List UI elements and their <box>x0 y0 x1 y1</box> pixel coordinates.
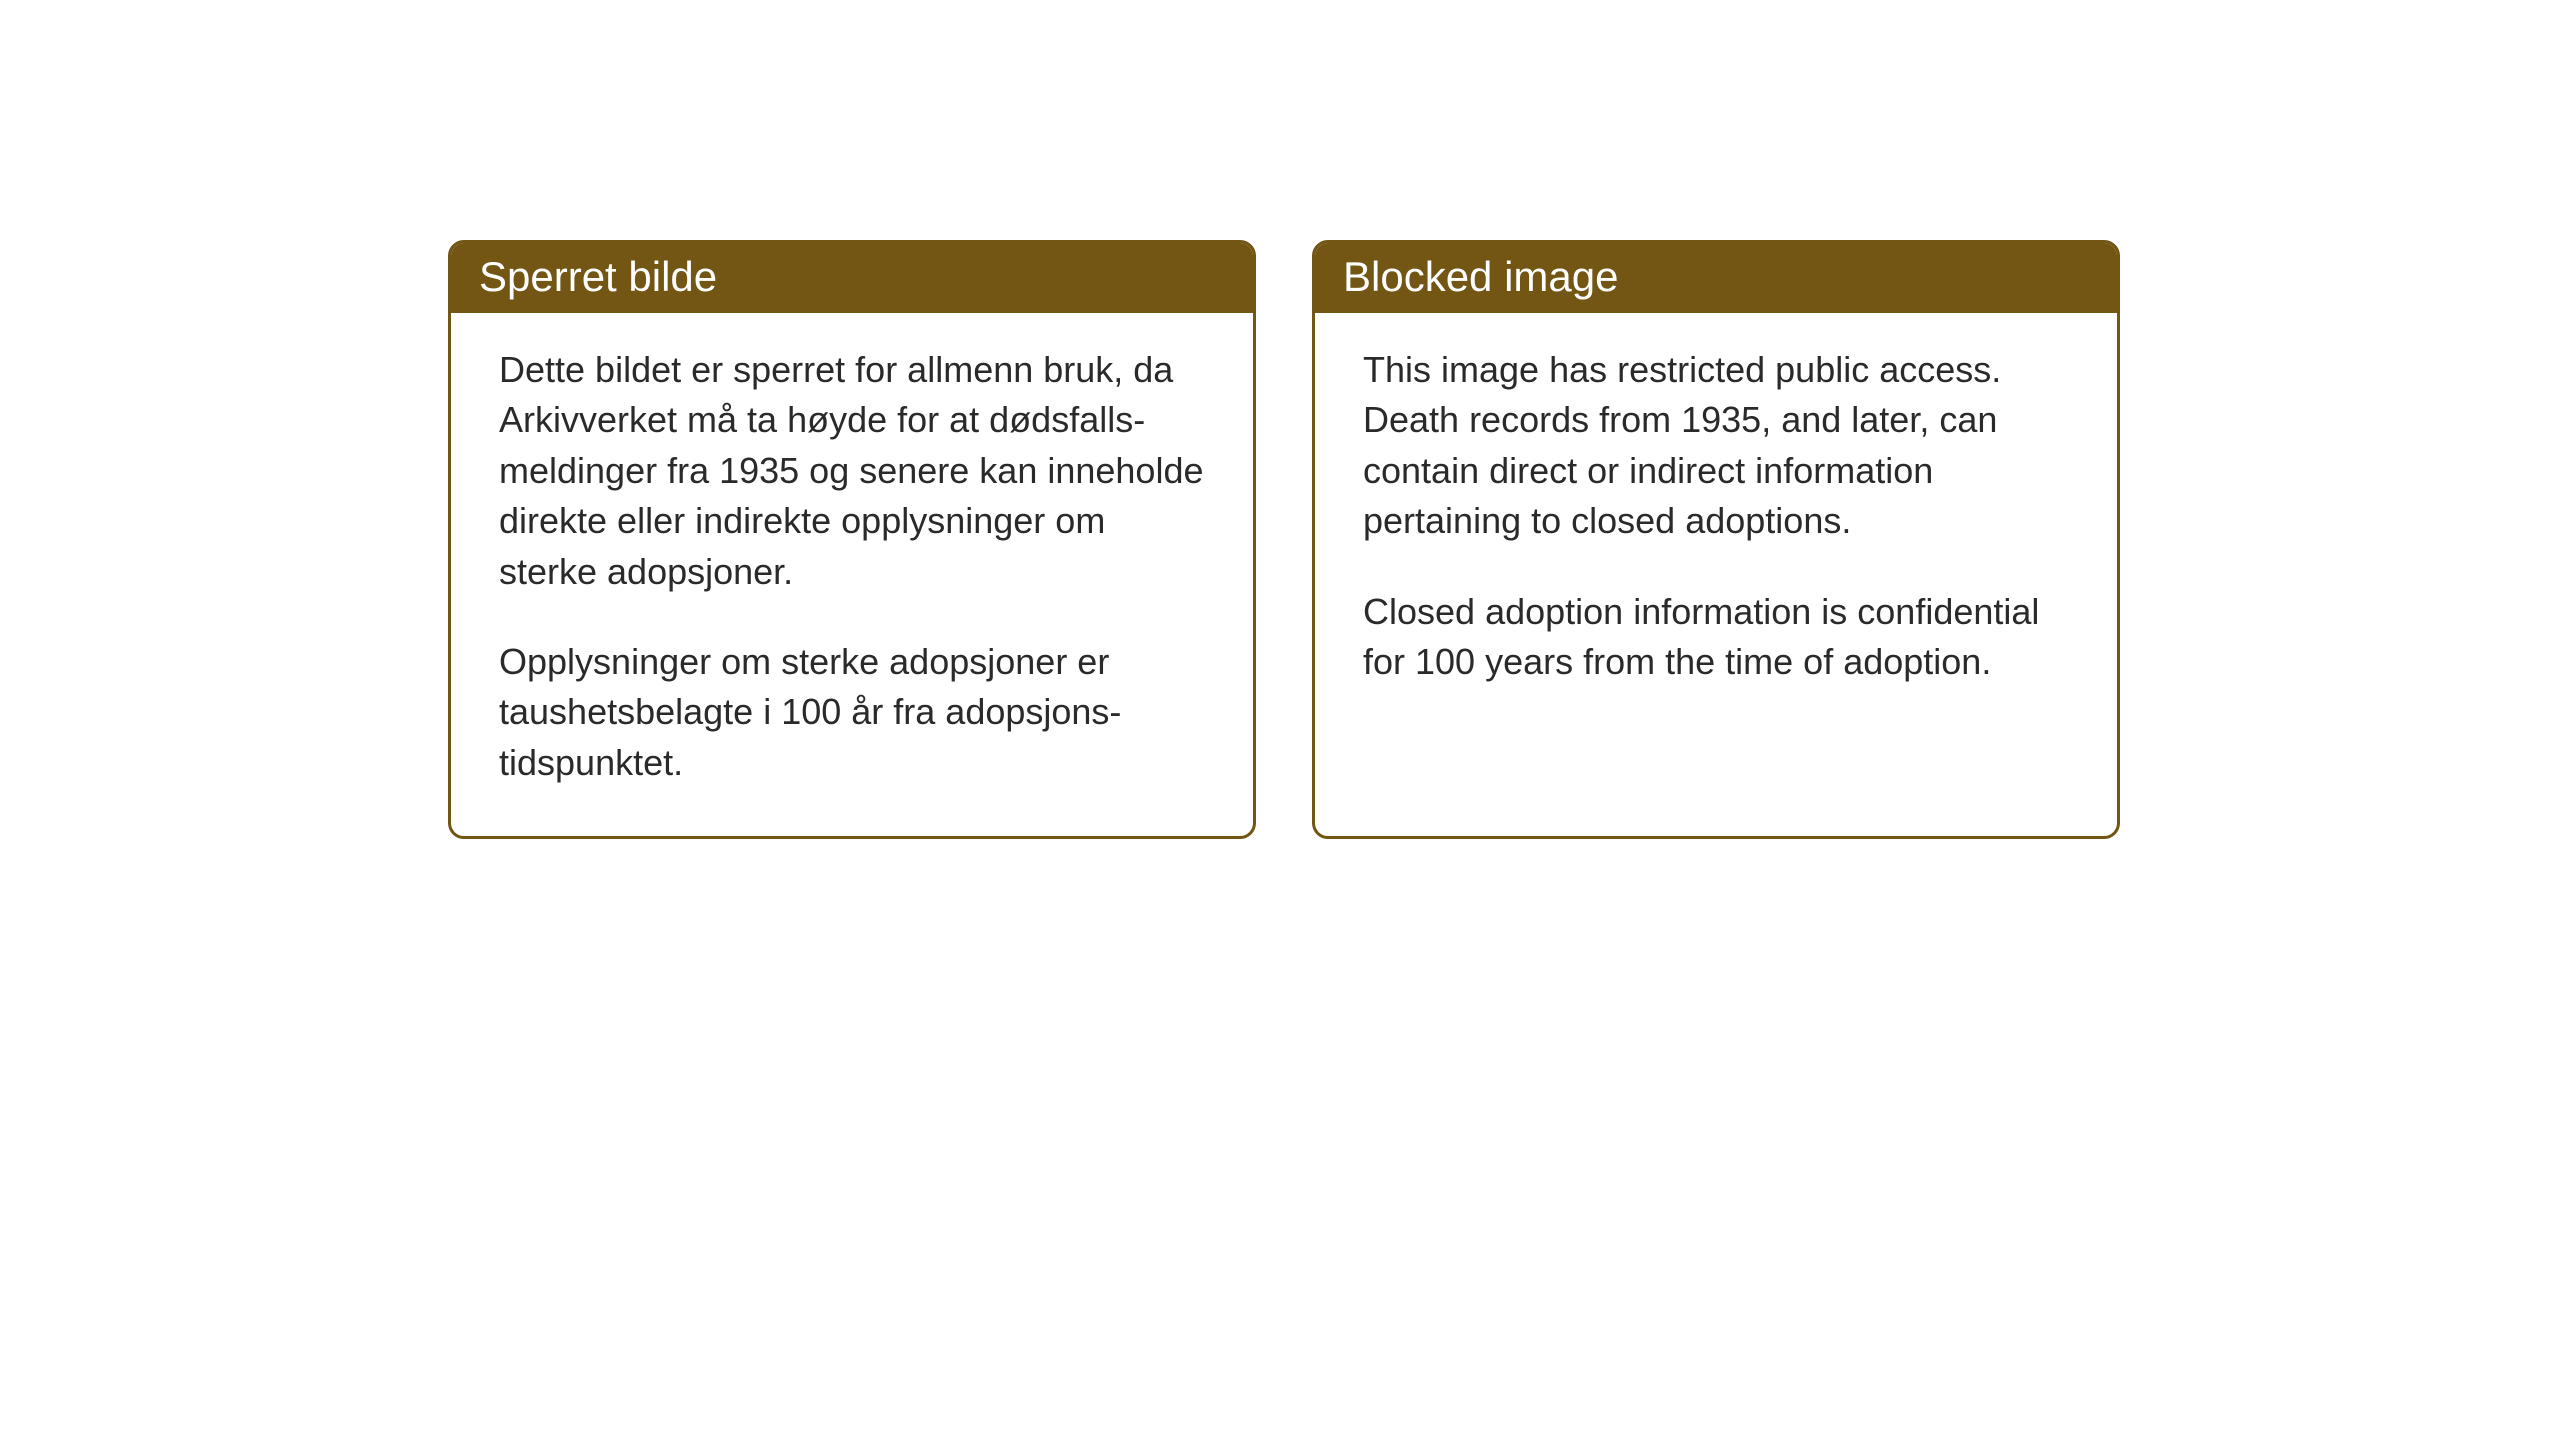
notice-box-english: Blocked image This image has restricted … <box>1312 240 2120 839</box>
notice-header-norwegian: Sperret bilde <box>451 243 1253 313</box>
notice-title-english: Blocked image <box>1343 253 1618 300</box>
notice-paragraph-2-english: Closed adoption information is confident… <box>1363 587 2069 688</box>
notice-paragraph-1-norwegian: Dette bildet er sperret for allmenn bruk… <box>499 345 1205 597</box>
notice-paragraph-2-norwegian: Opplysninger om sterke adopsjoner er tau… <box>499 637 1205 788</box>
notice-container: Sperret bilde Dette bildet er sperret fo… <box>448 240 2120 839</box>
notice-paragraph-1-english: This image has restricted public access.… <box>1363 345 2069 547</box>
notice-title-norwegian: Sperret bilde <box>479 253 717 300</box>
notice-header-english: Blocked image <box>1315 243 2117 313</box>
notice-box-norwegian: Sperret bilde Dette bildet er sperret fo… <box>448 240 1256 839</box>
notice-body-english: This image has restricted public access.… <box>1315 313 2117 735</box>
notice-body-norwegian: Dette bildet er sperret for allmenn bruk… <box>451 313 1253 836</box>
